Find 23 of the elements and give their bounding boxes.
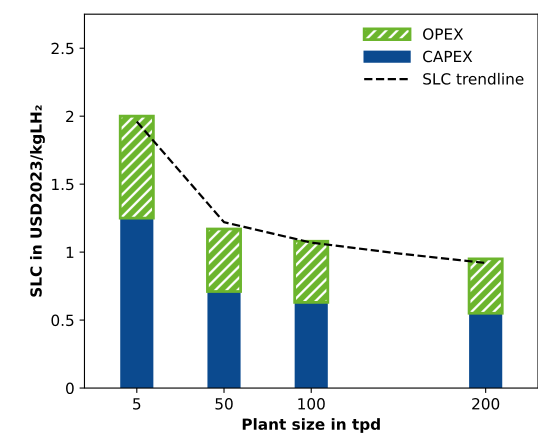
y-tick-label: 0	[66, 382, 74, 394]
y-tick-label: 2	[66, 110, 74, 122]
legend-label: OPEX	[423, 28, 464, 40]
bar	[120, 218, 154, 388]
bar	[207, 292, 241, 388]
legend-label: SLC trendline	[423, 72, 524, 85]
x-tick-label: 200	[472, 398, 500, 410]
x-tick-label: 5	[133, 398, 140, 410]
bar	[469, 313, 502, 388]
line-series	[136, 120, 487, 264]
y-tick-label: 2.5	[52, 42, 74, 54]
bar	[468, 258, 504, 315]
legend-label: CAPEX	[423, 50, 472, 62]
x-tick-label: 100	[298, 398, 325, 410]
y-axis-title: SLC in USD2023/kgLH₂	[30, 105, 45, 297]
x-axis-title: Plant size in tpd	[242, 418, 380, 433]
bar	[206, 228, 242, 293]
y-tick-label: 0.5	[51, 314, 74, 326]
bar	[293, 240, 330, 304]
y-tick-label: 1	[66, 246, 74, 258]
x-tick-label: 50	[215, 398, 233, 410]
y-tick-label: 1.5	[52, 178, 74, 190]
bar	[294, 302, 328, 388]
